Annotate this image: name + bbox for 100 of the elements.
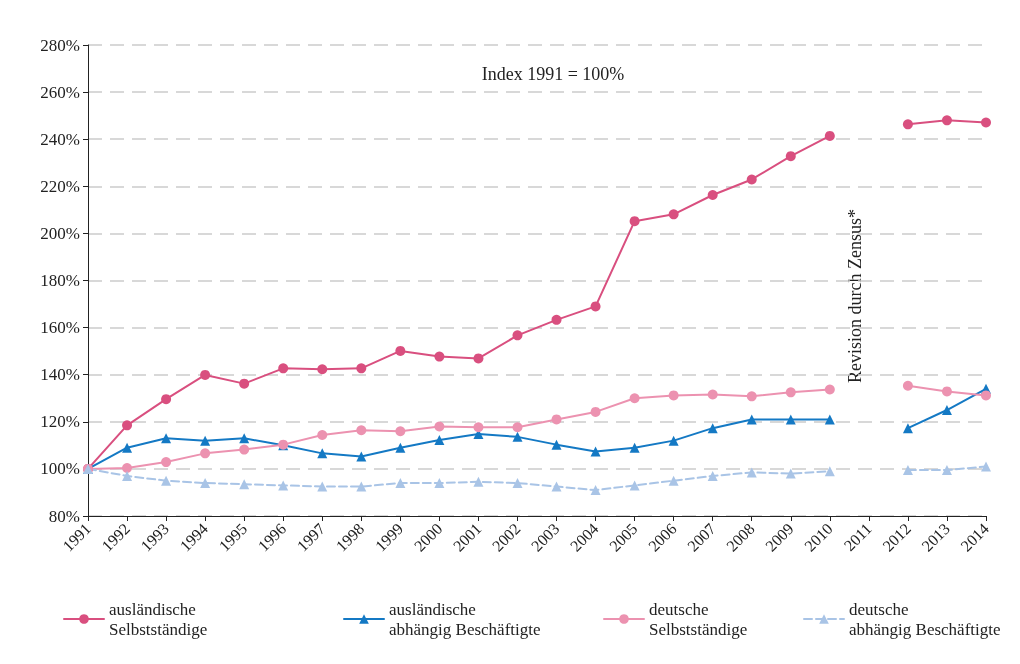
point	[161, 433, 172, 444]
point	[512, 431, 523, 442]
point	[785, 468, 796, 479]
point	[434, 478, 445, 489]
y-tick-label: 120%	[40, 412, 80, 432]
point	[629, 480, 640, 491]
point	[200, 369, 211, 380]
point	[161, 475, 172, 486]
legend-label: deutsche abhängig Beschäftigte	[849, 599, 1001, 639]
point	[512, 330, 523, 341]
y-tick-label: 180%	[40, 271, 80, 290]
point	[941, 386, 952, 397]
point	[746, 391, 757, 402]
point	[317, 364, 328, 375]
point	[785, 151, 796, 162]
point	[356, 363, 367, 374]
point	[824, 130, 835, 141]
point	[473, 422, 484, 433]
point	[395, 426, 406, 437]
point	[668, 390, 679, 401]
point	[161, 457, 172, 468]
point	[122, 470, 133, 481]
point	[824, 466, 835, 477]
point	[395, 478, 406, 489]
point	[590, 301, 601, 312]
point	[981, 117, 991, 128]
point	[317, 448, 328, 459]
point	[746, 467, 757, 478]
point	[941, 405, 952, 416]
point	[239, 378, 250, 389]
point	[902, 465, 913, 476]
point	[629, 216, 640, 227]
y-tick-label: 200%	[40, 223, 80, 243]
y-tick-label: 100%	[40, 459, 80, 479]
legend-label: ausländische Selbstständige	[109, 599, 208, 639]
point	[707, 423, 718, 434]
point	[434, 351, 445, 362]
legend-label: ausländische abhängig Beschäftigte	[389, 599, 541, 639]
point	[551, 314, 562, 325]
legend-label: deutsche Selbstständige	[649, 599, 748, 639]
point	[707, 389, 718, 400]
point	[200, 435, 211, 446]
point	[317, 429, 328, 440]
point	[434, 434, 445, 445]
point	[707, 190, 718, 201]
point	[473, 353, 484, 364]
y-tick-label: 280%	[40, 35, 80, 55]
point	[981, 461, 991, 472]
point	[707, 470, 718, 481]
point	[434, 421, 445, 432]
point	[785, 414, 796, 425]
text: Index 1991 = 100%	[481, 64, 625, 84]
point	[512, 422, 523, 433]
point	[746, 174, 757, 185]
point	[239, 433, 250, 444]
point	[902, 380, 913, 391]
point	[668, 209, 679, 220]
point	[902, 119, 913, 130]
point	[785, 387, 796, 398]
point	[122, 420, 133, 431]
point	[200, 448, 211, 459]
point	[356, 425, 367, 436]
point	[551, 439, 562, 450]
y-tick-label: 220%	[40, 176, 80, 196]
point	[473, 476, 484, 487]
point	[941, 465, 952, 476]
y-tick-label: 260%	[40, 82, 80, 102]
point	[668, 435, 679, 446]
point	[551, 414, 562, 425]
point	[239, 444, 250, 455]
y-tick-label: 240%	[40, 129, 80, 149]
point	[902, 423, 913, 434]
point	[824, 384, 835, 395]
point	[746, 414, 757, 425]
point	[395, 345, 406, 356]
point	[512, 478, 523, 489]
point	[161, 394, 172, 405]
point	[122, 462, 133, 473]
point	[981, 390, 991, 401]
point	[356, 481, 367, 492]
point	[590, 485, 601, 496]
point	[629, 393, 640, 404]
point	[239, 479, 250, 490]
point	[668, 475, 679, 486]
point	[824, 414, 835, 425]
point	[278, 480, 289, 491]
point	[590, 446, 601, 457]
point	[356, 451, 367, 462]
point	[551, 481, 562, 492]
x-tick-label: 2011	[840, 519, 875, 555]
point	[395, 442, 406, 453]
point	[590, 406, 601, 417]
point	[941, 115, 952, 126]
y-tick-label: 80%	[48, 506, 80, 526]
annotation: Revision durch Zensus*	[845, 209, 865, 383]
point	[317, 481, 328, 492]
y-tick-label: 160%	[40, 318, 80, 338]
point	[122, 442, 133, 453]
point	[200, 478, 211, 489]
y-tick-label: 140%	[40, 365, 80, 385]
